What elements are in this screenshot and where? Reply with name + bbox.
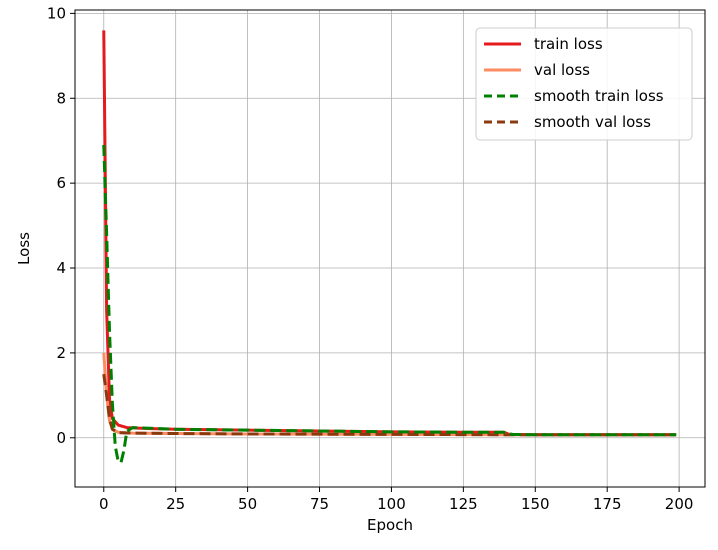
series-lines [102,30,677,464]
series-line-smooth-val-loss [102,373,677,437]
legend: train loss val loss smooth train loss smoot… [475,27,693,141]
x-tick-label: 175 [593,495,622,513]
y-axis-label: Loss [15,232,33,265]
x-axis-label: Epoch [367,516,413,534]
legend-label: smooth train loss [534,87,664,105]
series-line-val-loss [102,352,677,437]
series-line-smooth-train-loss [102,144,677,464]
ticks: 0 25 50 75 100 125 150 175 200 0 2 4 6 8 10 [47,4,694,513]
legend-label: smooth val loss [534,113,651,131]
x-tick-label: 200 [665,495,694,513]
x-tick-label: 0 [99,495,109,513]
y-tick-label: 10 [47,4,66,22]
x-tick-label: 100 [377,495,406,513]
legend-label: val loss [534,61,590,79]
y-tick-label: 8 [56,89,66,107]
x-tick-label: 125 [449,495,478,513]
legend-frame [475,27,693,141]
y-tick-label: 6 [56,174,66,192]
x-tick-label: 50 [238,495,257,513]
y-tick-label: 4 [56,259,66,277]
x-tick-label: 150 [521,495,550,513]
legend-label: train loss [534,35,603,53]
x-tick-label: 25 [166,495,185,513]
plot-frame [74,9,706,488]
y-tick-label: 2 [56,344,66,362]
y-tick-label: 0 [56,429,66,447]
x-tick-label: 75 [310,495,329,513]
